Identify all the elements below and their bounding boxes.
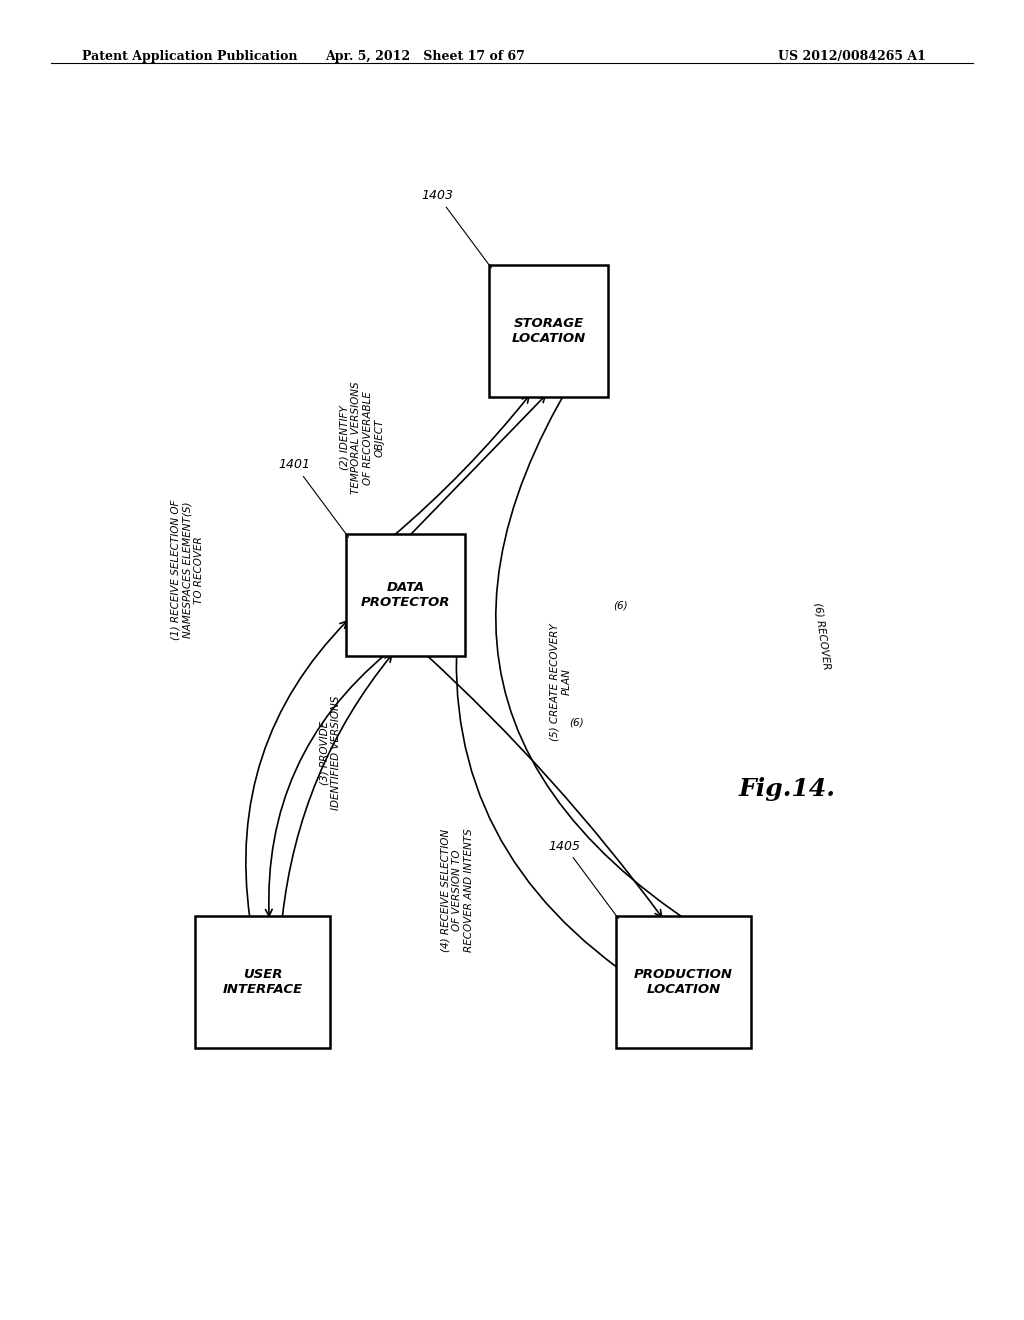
- FancyArrowPatch shape: [408, 396, 546, 537]
- Text: (1) RECEIVE SELECTION OF
NAMESPACES ELEMENT(S)
TO RECOVER: (1) RECEIVE SELECTION OF NAMESPACES ELEM…: [171, 500, 204, 640]
- Text: US 2012/0084265 A1: US 2012/0084265 A1: [778, 50, 926, 63]
- FancyBboxPatch shape: [616, 916, 751, 1048]
- FancyBboxPatch shape: [196, 916, 331, 1048]
- Text: Patent Application Publication: Patent Application Publication: [82, 50, 297, 63]
- FancyArrowPatch shape: [246, 622, 347, 917]
- FancyArrowPatch shape: [425, 653, 662, 917]
- FancyArrowPatch shape: [283, 655, 392, 917]
- Text: (6): (6): [612, 601, 628, 611]
- FancyArrowPatch shape: [391, 396, 529, 537]
- Text: Apr. 5, 2012   Sheet 17 of 67: Apr. 5, 2012 Sheet 17 of 67: [325, 50, 525, 63]
- Text: DATA
PROTECTOR: DATA PROTECTOR: [361, 581, 451, 610]
- Text: (4) RECEIVE SELECTION
OF VERSION TO
RECOVER AND INTENTS: (4) RECEIVE SELECTION OF VERSION TO RECO…: [440, 829, 474, 952]
- Text: 1405: 1405: [549, 840, 618, 919]
- Text: (3) PROVIDE
IDENTIFIED VERSIONS: (3) PROVIDE IDENTIFIED VERSIONS: [319, 696, 341, 810]
- Text: (2) IDENTIFY
TEMPORAL VERSIONS
OF RECOVERABLE
OBJECT: (2) IDENTIFY TEMPORAL VERSIONS OF RECOVE…: [340, 381, 384, 494]
- Text: Fig.14.: Fig.14.: [738, 776, 836, 800]
- FancyArrowPatch shape: [457, 601, 617, 968]
- FancyBboxPatch shape: [346, 535, 465, 656]
- FancyArrowPatch shape: [496, 334, 743, 954]
- FancyArrowPatch shape: [265, 653, 387, 916]
- Text: PRODUCTION
LOCATION: PRODUCTION LOCATION: [634, 968, 733, 995]
- Text: (6) RECOVER: (6) RECOVER: [813, 602, 833, 671]
- Text: USER
INTERFACE: USER INTERFACE: [223, 968, 303, 995]
- Text: (5) CREATE RECOVERY
PLAN: (5) CREATE RECOVERY PLAN: [550, 623, 571, 741]
- Text: 1401: 1401: [279, 458, 348, 537]
- Text: (6): (6): [569, 718, 584, 727]
- Text: STORAGE
LOCATION: STORAGE LOCATION: [511, 317, 586, 346]
- FancyBboxPatch shape: [489, 265, 608, 397]
- Text: 1403: 1403: [422, 189, 492, 268]
